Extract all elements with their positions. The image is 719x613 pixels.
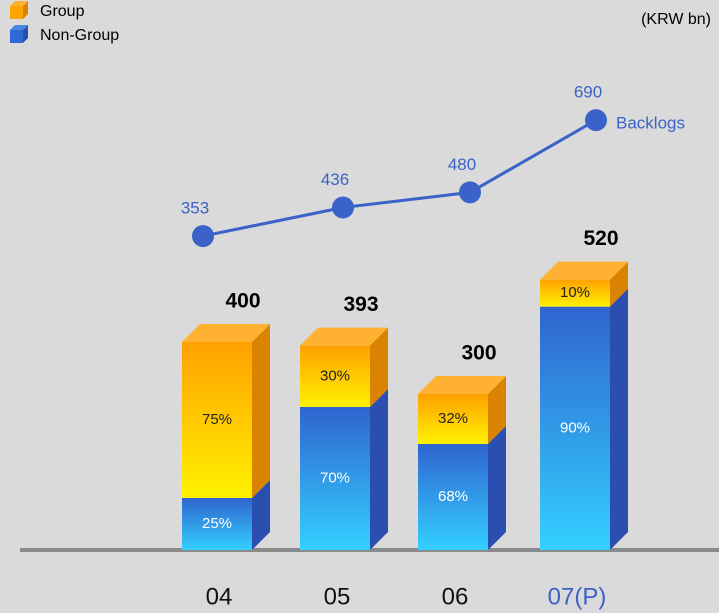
- legend-swatch-side: [23, 1, 28, 19]
- bar-top: [300, 327, 388, 346]
- bar-segment: [540, 279, 610, 307]
- bar-side: [370, 388, 388, 550]
- segment-label: 90%: [560, 419, 590, 436]
- bar-side: [370, 327, 388, 407]
- bar-side: [610, 288, 628, 550]
- backlog-label: 353: [181, 199, 209, 218]
- backlog-label: 690: [574, 83, 602, 102]
- legend-swatch: [10, 30, 23, 43]
- legend-label: Group: [40, 3, 85, 20]
- bar-side: [488, 425, 506, 550]
- bar-side: [252, 324, 270, 498]
- segment-label: 10%: [560, 284, 590, 301]
- bar-segment: [418, 443, 488, 550]
- bar-side: [252, 480, 270, 550]
- segment-label: 68%: [438, 488, 468, 505]
- bar-top: [540, 261, 628, 280]
- bar-segment: [300, 345, 370, 407]
- backlog-line: [202, 118, 597, 238]
- total-label: 300: [461, 342, 496, 365]
- segment-label: 25%: [202, 515, 232, 532]
- segment-label: 75%: [202, 411, 232, 428]
- total-label: 393: [343, 293, 378, 316]
- bar-segment: [182, 498, 252, 550]
- line-name: Backlogs: [616, 114, 685, 133]
- bar-side: [488, 376, 506, 444]
- backlog-label: 436: [321, 170, 349, 189]
- total-label: 520: [583, 227, 618, 250]
- backlog-point: [192, 225, 214, 248]
- x-tick-label: 07(P): [548, 583, 607, 610]
- backlog-point: [332, 196, 354, 219]
- bar-top: [418, 376, 506, 394]
- bar-segment: [300, 406, 370, 550]
- backlog-label: 480: [448, 155, 476, 174]
- bar-segment: [418, 394, 488, 444]
- legend-swatch-top: [10, 25, 28, 30]
- bar-side: [610, 261, 628, 307]
- x-tick-label: 04: [206, 583, 233, 610]
- segment-label: 70%: [320, 469, 350, 486]
- segment-label: 30%: [320, 367, 350, 384]
- x-tick-label: 05: [324, 583, 351, 610]
- legend-label: Non-Group: [40, 27, 119, 44]
- unit-label: (KRW bn): [641, 11, 711, 28]
- bar-top: [182, 324, 270, 342]
- bar-segment: [182, 342, 252, 498]
- legend-swatch: [10, 6, 23, 19]
- backlog-point: [459, 181, 481, 204]
- backlog-point: [585, 109, 607, 132]
- bar-segment: [540, 306, 610, 550]
- segment-label: 32%: [438, 410, 468, 427]
- legend-swatch-top: [10, 1, 28, 6]
- x-tick-label: 06: [442, 583, 469, 610]
- legend-swatch-side: [23, 25, 28, 43]
- total-label: 400: [225, 290, 260, 313]
